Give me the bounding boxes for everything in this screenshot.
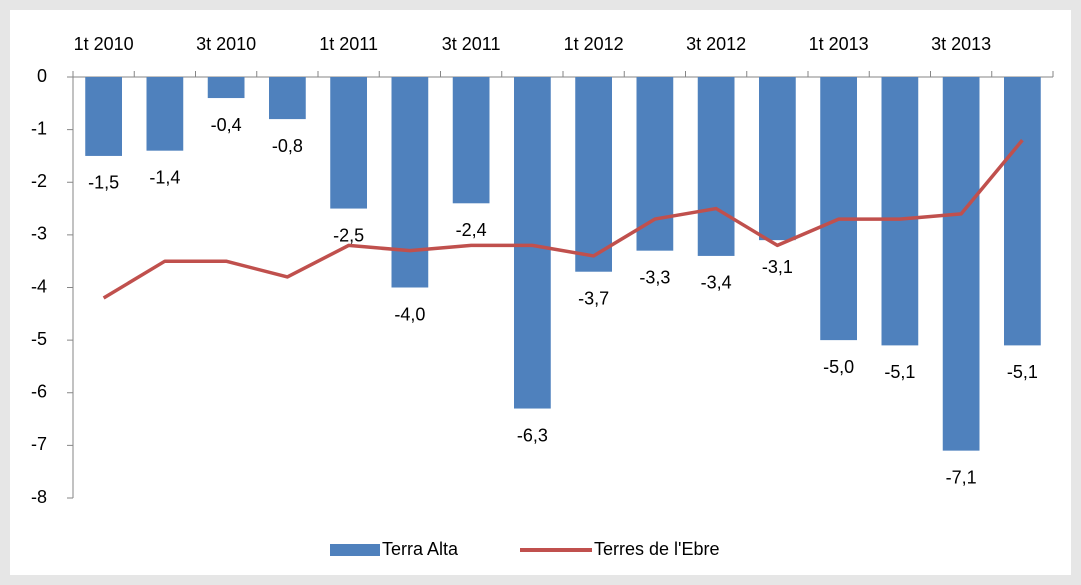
bar	[330, 77, 367, 209]
bar	[759, 77, 796, 241]
value-label: -2,4	[456, 220, 487, 240]
y-tick-label: -3	[31, 224, 47, 244]
value-label: -3,7	[578, 288, 609, 308]
bar	[452, 77, 490, 204]
bar	[575, 77, 612, 272]
bar	[636, 77, 674, 251]
x-tick-label: 3t 2013	[931, 34, 991, 54]
value-label: -1,5	[88, 173, 119, 193]
y-tick-label: 0	[37, 66, 47, 86]
y-tick-label: -5	[31, 329, 47, 349]
y-tick-label: -2	[31, 171, 47, 191]
y-tick-label: -6	[31, 382, 47, 402]
value-label: -3,4	[701, 273, 732, 293]
value-label: -2,5	[333, 225, 364, 245]
bar	[269, 77, 306, 120]
bar	[85, 77, 122, 156]
value-label: -5,1	[1007, 362, 1038, 382]
value-label: -3,3	[639, 267, 670, 287]
bar	[881, 77, 919, 346]
y-tick-label: -7	[31, 434, 47, 454]
bar	[1004, 77, 1041, 346]
y-tick-label: -1	[31, 118, 47, 138]
value-label: -6,3	[517, 425, 548, 445]
legend-label: Terres de l'Ebre	[594, 539, 720, 559]
x-tick-label: 3t 2012	[686, 34, 746, 54]
x-tick-label: 1t 2013	[809, 34, 869, 54]
bar	[942, 77, 980, 451]
value-label: -7,1	[946, 467, 977, 487]
value-label: -1,4	[149, 167, 180, 187]
bar	[391, 77, 429, 288]
y-tick-label: -4	[31, 276, 47, 296]
x-tick-label: 1t 2012	[564, 34, 624, 54]
x-tick-label: 3t 2011	[442, 34, 501, 54]
bar	[207, 77, 245, 99]
bar	[146, 77, 184, 151]
legend-label: Terra Alta	[382, 539, 459, 559]
line	[102, 139, 1024, 300]
x-tick-label: 1t 2010	[74, 34, 134, 54]
value-label: -5,0	[823, 357, 854, 377]
y-tick-label: -8	[31, 487, 47, 507]
x-tick-label: 3t 2010	[196, 34, 256, 54]
bar	[820, 77, 857, 341]
value-label: -3,1	[762, 257, 793, 277]
x-tick-label: 1t 2011	[319, 34, 378, 54]
value-label: -0,8	[272, 136, 303, 156]
value-label: -5,1	[884, 362, 915, 382]
bar	[514, 77, 551, 409]
value-label: -0,4	[211, 115, 242, 135]
legend-swatch	[330, 544, 380, 556]
bar	[697, 77, 735, 256]
value-label: -4,0	[394, 304, 425, 324]
